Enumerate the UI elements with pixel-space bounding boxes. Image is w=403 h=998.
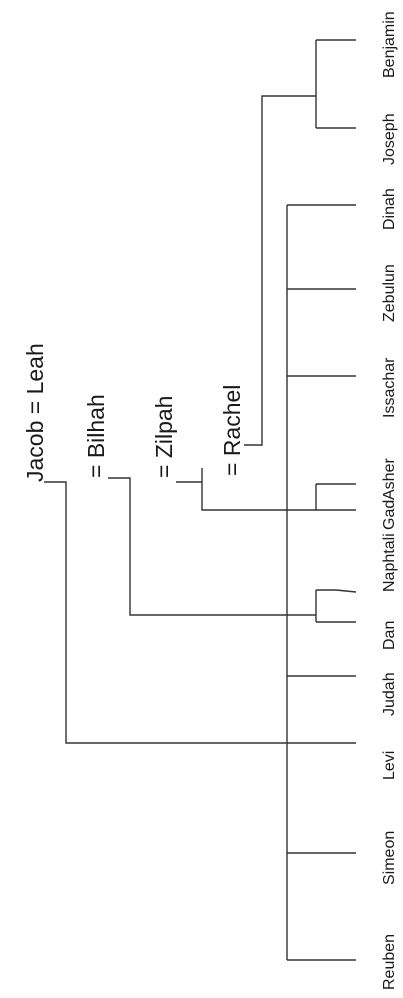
child-benjamin-label: Benjamin: [381, 11, 398, 78]
child-zebulun-label: Zebulun: [381, 264, 398, 322]
parent-rachel-label: = Rachel: [219, 385, 245, 476]
child-joseph-label: Joseph: [381, 113, 398, 165]
child-reuben-label: Reuben: [381, 934, 398, 990]
child-dinah-label: Dinah: [381, 188, 398, 230]
leah-connector-line: [44, 481, 287, 744]
child-asher-label: Asher: [381, 458, 398, 500]
parent-zilpah-label: = Zilpah: [151, 396, 177, 478]
zilpah-connector-line: [176, 468, 316, 511]
child-gad-label: Gad: [381, 500, 398, 530]
parent-jacob-leah-label: Jacob = Leah: [22, 343, 48, 482]
child-simeon-label: Simeon: [381, 831, 398, 885]
child-issachar-label: Issachar: [381, 357, 398, 418]
rachel-connector-line: [244, 95, 316, 446]
child-naphtali-label: Naphtali: [381, 533, 398, 592]
parent-bilhah-label: = Bilhah: [83, 394, 109, 478]
child-levi-label: Levi: [381, 751, 398, 780]
edge-naphtali: [316, 589, 357, 593]
bilhah-connector-line: [108, 477, 316, 616]
child-dan-label: Dan: [381, 621, 398, 650]
child-judah-label: Judah: [381, 672, 398, 716]
